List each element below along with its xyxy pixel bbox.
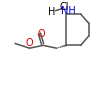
Text: O: O bbox=[37, 29, 45, 39]
Text: NH: NH bbox=[61, 6, 75, 16]
Text: Cl: Cl bbox=[59, 2, 69, 12]
Text: O: O bbox=[26, 38, 33, 48]
Text: H: H bbox=[48, 7, 55, 17]
